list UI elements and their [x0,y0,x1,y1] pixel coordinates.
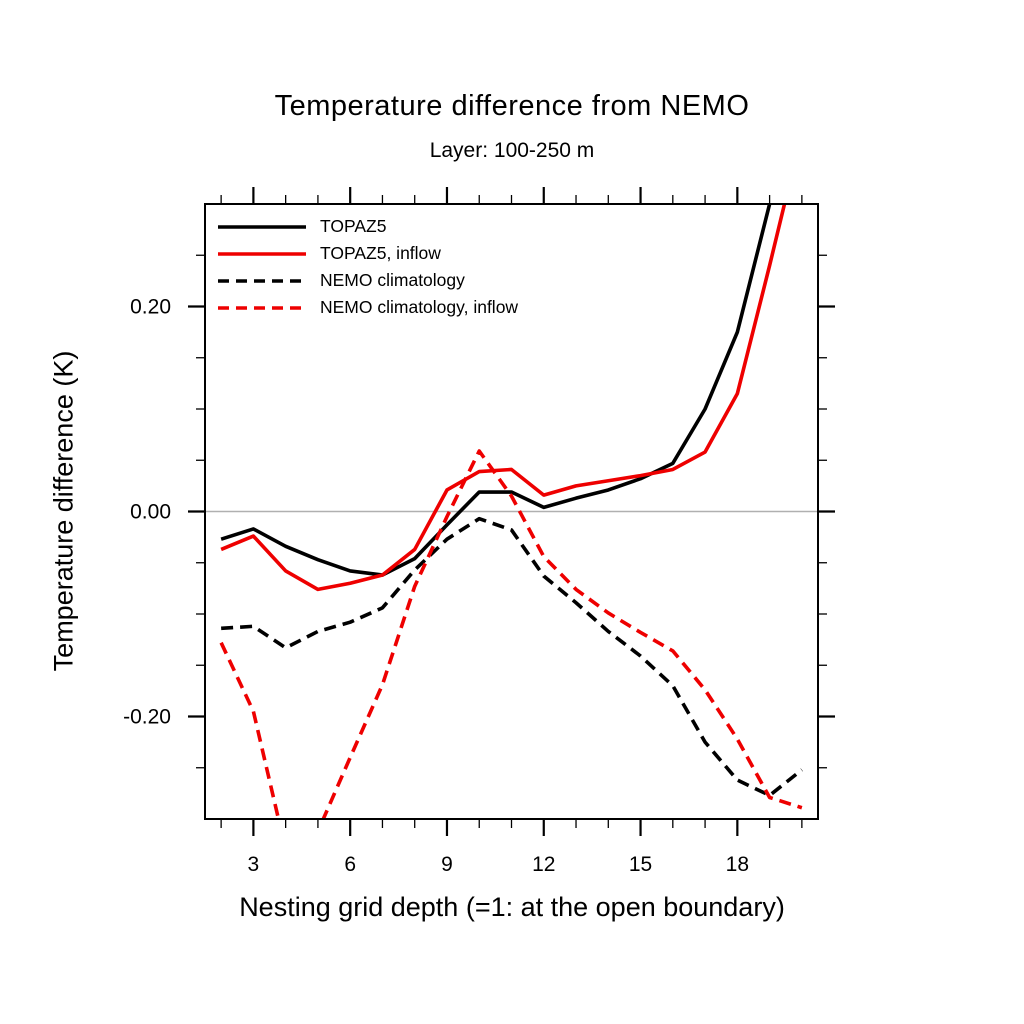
legend-label: TOPAZ5 [320,215,387,236]
chart-subtitle: Layer: 100-250 m [429,139,595,162]
legend-line-nemo-climatology [218,278,306,283]
legend-item-nemo-climatology-inflow: NEMO climatology, inflow [218,294,518,321]
series-line-nemo-climatology-inflow [219,449,803,819]
legend-line-topaz5-inflow [218,251,306,256]
legend-item-topaz5: TOPAZ5 [218,213,518,240]
series-line-nemo-climatology [221,516,803,798]
x-tick-label: 9 [441,853,453,876]
x-axis-title: Nesting grid depth (=1: at the open boun… [239,892,785,922]
chart-title: Temperature difference from NEMO [274,90,750,122]
y-tick-label: 0.20 [130,296,171,319]
y-tick-label: 0.00 [130,501,171,524]
y-axis-title: Temperature difference (K) [48,350,79,672]
y-tick-label: -0.20 [123,706,171,729]
legend-item-topaz5-inflow: TOPAZ5, inflow [218,240,518,267]
legend-line-nemo-climatology-inflow [218,305,306,310]
series-line-topaz5 [220,204,772,577]
legend-item-nemo-climatology: NEMO climatology [218,267,518,294]
legend-label: NEMO climatology [320,269,465,290]
legend: TOPAZ5 TOPAZ5, inflow NEMO climatology NEMO… [218,213,518,321]
legend-label: NEMO climatology, inflow [320,296,519,317]
legend-line-topaz5 [218,224,306,229]
x-tick-label: 15 [629,853,652,876]
x-tick-label: 3 [248,853,260,876]
x-tick-label: 6 [344,853,356,876]
series-line-topaz5-inflow [220,204,787,592]
x-tick-label: 12 [532,853,555,876]
legend-label: TOPAZ5, inflow [320,242,441,263]
x-tick-label: 18 [726,853,749,876]
